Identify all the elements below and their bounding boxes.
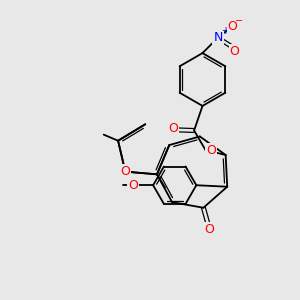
Text: O: O xyxy=(230,45,239,58)
Text: −: − xyxy=(235,16,243,26)
Text: O: O xyxy=(120,165,130,178)
Text: +: + xyxy=(221,26,229,36)
Text: O: O xyxy=(128,179,138,192)
Text: N: N xyxy=(213,31,223,44)
Text: O: O xyxy=(205,223,214,236)
Text: O: O xyxy=(206,144,216,157)
Text: O: O xyxy=(228,20,237,33)
Text: O: O xyxy=(168,122,178,135)
